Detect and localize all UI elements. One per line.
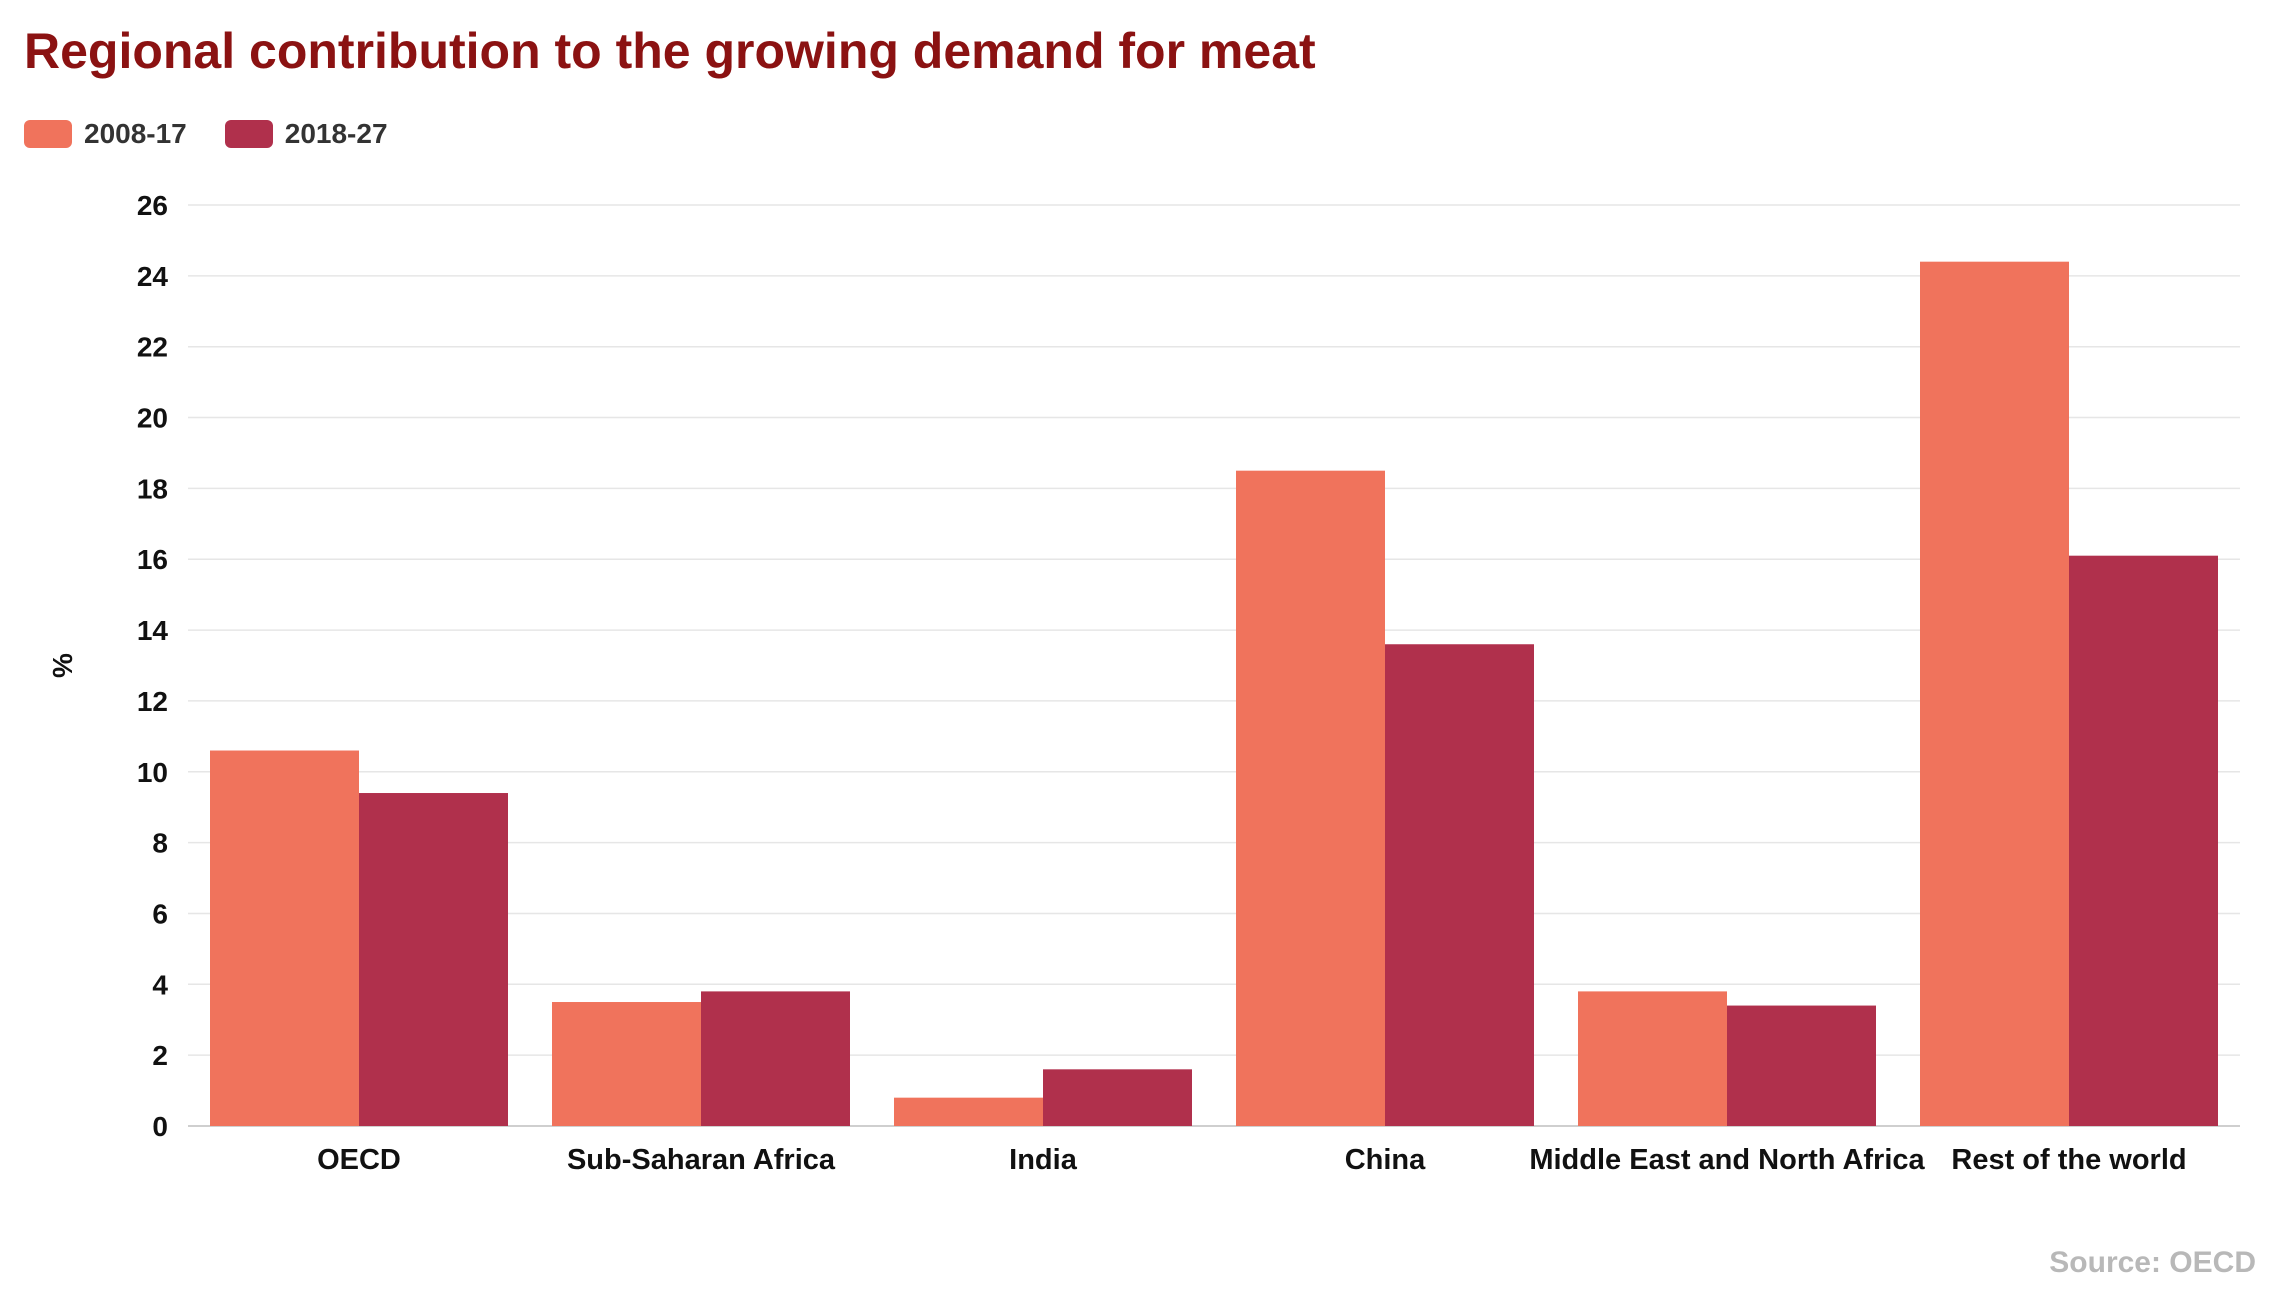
bar-2 (2069, 555, 2218, 1126)
legend: 2008-17 2018-27 (24, 118, 426, 150)
bar-1 (552, 1002, 701, 1126)
bar-1 (894, 1097, 1043, 1126)
legend-swatch-series-2 (224, 120, 273, 148)
y-tick-label: 12 (137, 686, 168, 717)
x-category-label: India (1009, 1144, 1078, 1176)
bar-2 (1727, 1005, 1876, 1126)
y-tick-label: 22 (137, 332, 168, 363)
y-tick-label: 20 (137, 403, 168, 434)
bar-1 (210, 750, 359, 1126)
legend-label-series-1: 2008-17 (84, 118, 187, 149)
x-category-label: OECD (317, 1144, 401, 1176)
x-axis-labels: OECD Sub-Saharan Africa India China Middle E… (317, 1144, 2187, 1176)
y-tick-label: 10 (137, 757, 168, 788)
y-axis-label: % (47, 653, 78, 678)
bar-2 (1043, 1069, 1192, 1126)
legend-label-series-2: 2018-27 (284, 118, 388, 149)
y-tick-label: 4 (152, 969, 168, 1000)
bar-2 (701, 991, 850, 1126)
legend-swatch-series-1 (24, 120, 72, 148)
y-tick-label: 6 (152, 898, 168, 929)
y-tick-label: 14 (137, 615, 169, 646)
legend-item-series-2[interactable]: 2018-27 (224, 118, 388, 150)
bar-2 (1385, 644, 1534, 1126)
y-tick-label: 18 (137, 473, 168, 504)
x-category-label: Sub-Saharan Africa (567, 1144, 836, 1176)
legend-item-series-1[interactable]: 2008-17 (24, 118, 187, 150)
y-tick-label: 8 (152, 828, 168, 859)
chart-title: Regional contribution to the growing dem… (24, 23, 1316, 79)
bar-1 (1236, 470, 1385, 1126)
x-category-label: Rest of the world (1951, 1144, 2186, 1176)
y-tick-label: 0 (152, 1111, 168, 1142)
bars (210, 261, 2218, 1127)
bar-1 (1578, 991, 1727, 1126)
x-category-label: Middle East and North Africa (1529, 1144, 1925, 1176)
grid-lines (188, 204, 2240, 1127)
source-note: Source: OECD (2049, 1246, 2256, 1279)
y-tick-label: 24 (137, 261, 169, 292)
y-tick-label: 2 (152, 1040, 168, 1071)
x-category-label: China (1345, 1144, 1426, 1176)
bar-1 (1920, 261, 2069, 1127)
bar-2 (359, 793, 508, 1126)
y-tick-label: 26 (137, 190, 168, 221)
y-tick-label: 16 (137, 544, 168, 575)
